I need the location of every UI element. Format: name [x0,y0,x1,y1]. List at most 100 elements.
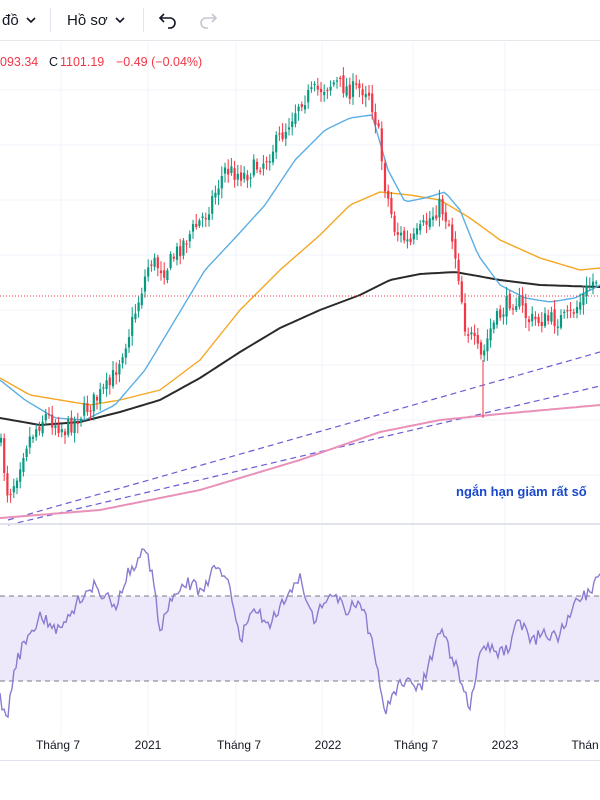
candle-body [169,254,172,269]
x-tick-label: Tháng 7 [394,738,438,752]
candle-body [51,414,54,428]
candle-body [223,167,227,174]
toolbar-divider [50,8,51,32]
candle-body [454,238,457,259]
candle-body [111,370,115,387]
candle-body [134,313,137,320]
candle-body [268,160,271,163]
ma-extra-long [0,404,600,519]
candle-body [294,113,297,124]
candle-body [79,418,83,423]
candle-body [428,218,431,228]
candle-body [118,363,121,375]
candle-body [358,83,361,89]
candle-body [332,82,335,85]
candle-body [147,267,150,277]
candle-body [319,88,323,93]
ohlc-close-value: 1101.19 [60,55,104,69]
candle-body [63,431,67,436]
candle-body [204,218,207,220]
candle-body [246,174,249,181]
candle-body [28,436,31,448]
candle-body [351,81,355,97]
candle-body [143,276,147,292]
candle-body [233,168,236,180]
candle-body [383,163,387,192]
chart-area[interactable]: Tháng 7 2021 Tháng 7 2022 Tháng 7 2023 Thán 09… [0,40,600,760]
candle-body [441,198,444,215]
candle-body [419,224,422,231]
candle-body [463,303,467,332]
candle-body [371,93,374,113]
candle-body [291,121,294,128]
profile-button[interactable]: Hồ sơ [67,9,125,31]
candle-body [131,316,134,336]
candle-body [508,293,511,309]
candle-body [38,426,41,431]
candle-body [585,285,588,297]
candle-body [595,282,598,284]
candle-body [249,177,252,179]
grid-lines [0,42,600,735]
candle-body [121,357,124,364]
candle-body [444,212,447,222]
chevron-down-icon [26,17,36,24]
candle-body [67,419,70,435]
candle-body [537,316,540,323]
candle-body [262,163,265,169]
candle-body [179,246,182,257]
x-tick-label: 2021 [135,738,162,752]
candle-body [115,372,118,375]
candle-body [515,306,518,310]
candle-body [563,311,566,313]
candle-body [198,220,201,226]
trend-line-upper [7,351,600,521]
candle-body [447,224,451,226]
x-axis: Tháng 7 2021 Tháng 7 2022 Tháng 7 2023 Thán [36,738,599,752]
x-tick-label: Tháng 7 [217,738,261,752]
candle-body [582,293,585,306]
candle-body [303,105,307,110]
candle-body [9,493,12,496]
candle-body [364,94,367,98]
candle-body [380,128,383,162]
redo-icon[interactable] [198,11,218,29]
candle-body [569,309,572,311]
candle-body [239,172,243,181]
toolbar-divider [143,8,144,32]
candle-body [227,168,230,175]
candle-body [188,234,191,242]
candle-body [559,315,563,328]
candle-body [207,214,211,220]
candle-body [406,239,409,242]
candle-body [92,394,95,412]
candle-body [547,315,550,321]
chart-type-label: đồ [2,11,19,29]
candle-body [31,437,35,439]
candle-body [345,86,348,96]
candle-body [19,469,22,482]
candle-body [342,75,345,94]
candle-body [502,314,505,317]
profile-label: Hồ sơ [67,11,108,29]
x-tick-label: 2023 [492,738,519,752]
candle-body [307,90,310,103]
candle-body [329,86,332,91]
candle-body [201,216,204,218]
candle-body [483,350,486,356]
candle-body [217,188,220,196]
price-chart[interactable]: Tháng 7 2021 Tháng 7 2022 Tháng 7 2023 Thán 09… [0,40,600,760]
candle-body [284,131,287,139]
candle-body [540,321,543,327]
undo-icon[interactable] [158,11,178,29]
candle-body [403,230,406,241]
candle-body [572,312,575,314]
candle-body [57,424,60,434]
chart-type-button[interactable]: đồ [2,9,36,31]
candle-body [348,84,351,99]
candle-body [255,161,259,170]
candle-body [22,458,25,472]
candle-body [396,232,399,235]
candle-body [377,123,380,127]
candle-body [15,480,19,488]
